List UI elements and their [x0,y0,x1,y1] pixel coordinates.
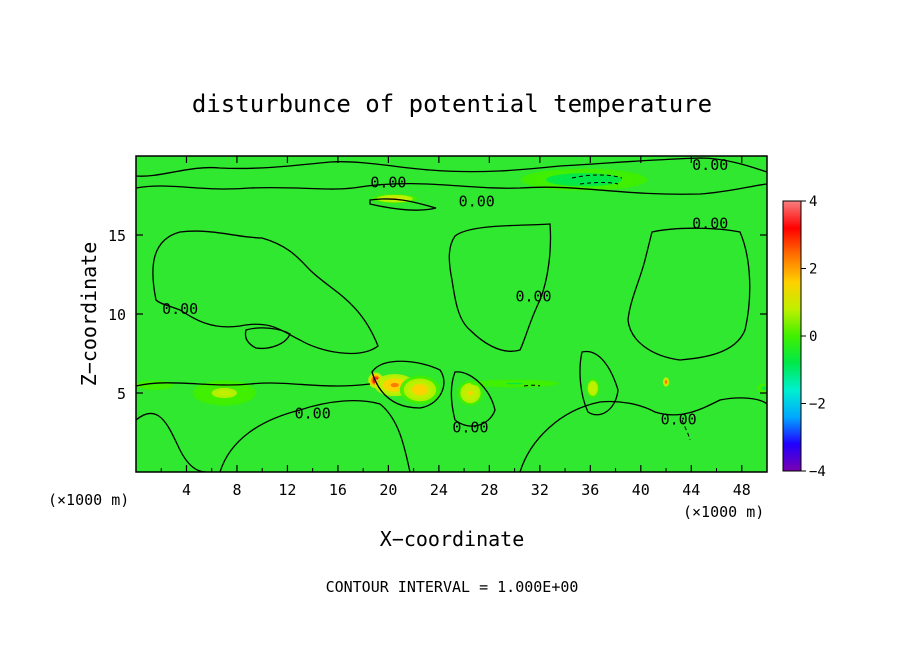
field-background [136,156,767,472]
x-tick-label: 36 [581,481,599,499]
contour-lines [136,157,767,472]
x-tick-label: 44 [682,481,700,499]
dashed-contour [523,384,541,387]
contour-line [519,397,767,472]
warm-anomaly [457,380,484,406]
warm-anomaly [399,375,441,405]
x-axis: 4 8 12 16 20 24 28 32 36 40 44 48 [160,156,751,499]
y-axis-label: Z−coordinate [77,242,101,387]
contour-label: 0.00 [692,156,728,174]
colorbar: 4 2 0 −2 −4 [782,194,826,480]
dashed-contour [681,419,691,441]
contour-dashes [523,174,691,441]
contour-line [244,327,291,350]
chart-title: disturbunce of potential temperature [192,90,712,118]
colorbar-tick-label: −4 [809,464,826,480]
contour-line [371,360,445,409]
anomaly-level [571,177,597,182]
anomaly-level [415,386,424,393]
contour-label: 0.00 [661,411,697,429]
x-tick-label: 24 [430,481,448,499]
x-unit-left: (×1000 m) [48,491,129,509]
contour-line [136,382,371,387]
anomaly-level [762,387,766,390]
x-unit-right: (×1000 m) [683,503,764,521]
x-tick-label: 32 [531,481,549,499]
y-axis: 5 10 15 [108,227,767,403]
anomaly-level [665,380,667,383]
x-axis-label: X−coordinate [380,527,525,551]
contour-label: 0.00 [370,174,406,192]
y-tick-label: 10 [108,306,126,324]
colorbar-tick-label: 4 [809,194,817,210]
y-tick-label: 15 [108,227,126,245]
anomaly-level [151,384,159,387]
colorbar-ticks: 4 2 0 −2 −4 [801,194,826,480]
x-tick-label: 16 [329,481,347,499]
anomaly-level [467,390,473,396]
x-tick-label: 4 [182,481,191,499]
colorbar-tick-label: 0 [809,329,817,345]
contour-line [369,198,437,211]
contour-label: 0.00 [515,287,551,305]
contour-label: 0.00 [452,419,488,437]
warm-anomaly [586,378,600,398]
contour-line [579,350,619,416]
contour-line [136,182,767,195]
contour-line [219,399,411,472]
dashed-contour [579,182,619,185]
x-tick-label: 28 [480,481,498,499]
contour-interval-note: CONTOUR INTERVAL = 1.000E+00 [326,578,579,596]
warm-anomaly [192,380,256,406]
contour-label: 0.00 [692,215,728,233]
colorbar-tick-label: 2 [809,262,817,278]
contour-line [627,227,751,361]
anomaly-level [390,382,399,388]
contour-label: 0.00 [459,193,495,211]
contour-line [136,412,207,472]
x-tick-label: 8 [232,481,241,499]
anomaly-level [591,386,595,391]
anomaly-level [218,390,231,396]
contour-label: 0.00 [295,404,331,422]
x-tick-label: 12 [278,481,296,499]
x-tick-label: 20 [379,481,397,499]
cool-anomaly [756,383,767,393]
contour-line [450,371,496,427]
plot-area: 0.00 0.00 0.00 0.00 0.00 0.00 0.00 0.00 0.00 [136,156,767,472]
x-tick-label: 48 [733,481,751,499]
x-tick-label: 40 [632,481,650,499]
anomaly-level [505,382,524,385]
contour-labels: 0.00 0.00 0.00 0.00 0.00 0.00 0.00 0.00 0.00 [162,156,728,436]
contour-line [448,223,552,352]
warm-anomaly [662,377,670,387]
y-tick-label: 5 [117,385,126,403]
colorbar-gradient [782,200,802,472]
contour-line [152,230,379,355]
colorbar-tick-label: −2 [809,397,826,413]
contour-line [136,157,767,177]
contour-label: 0.00 [162,300,198,318]
